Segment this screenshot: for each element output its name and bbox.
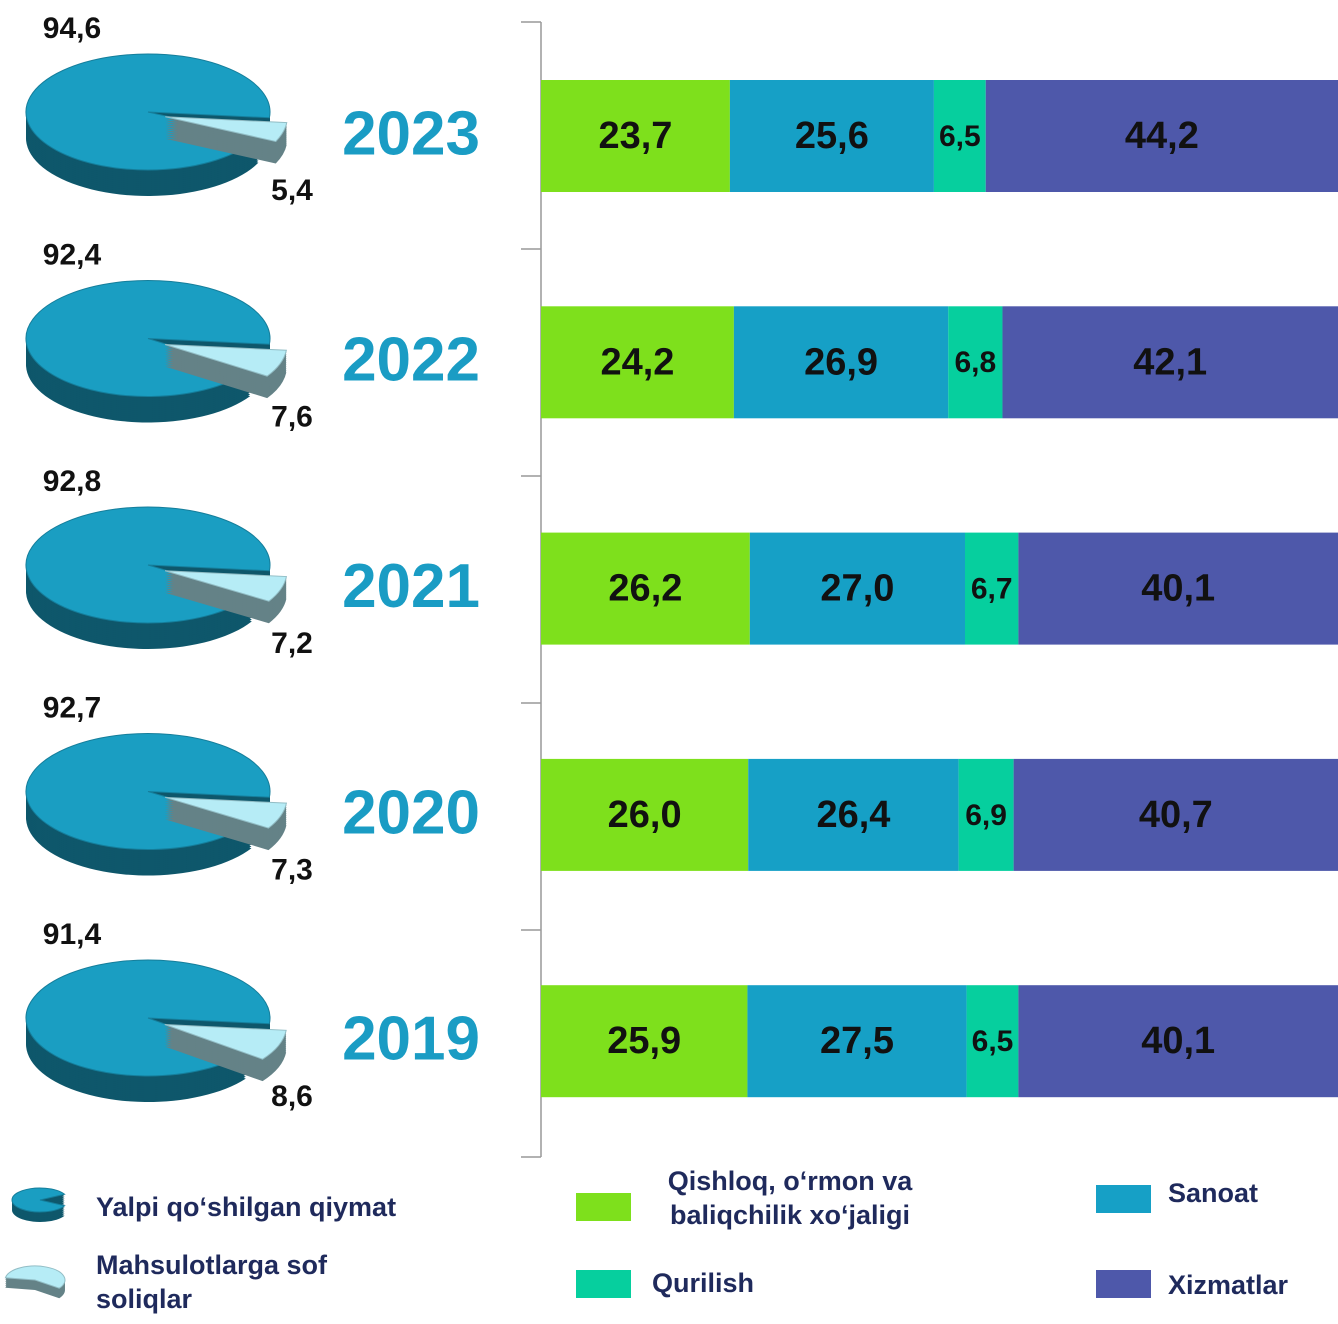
value-label: 6,9: [965, 799, 1007, 832]
year-label: 2020: [342, 778, 480, 847]
pie-slice: [164, 1024, 287, 1060]
bar-segment: [985, 80, 1338, 192]
value-label: 25,9: [607, 1020, 681, 1062]
bar-segment: [749, 532, 966, 645]
value-label: 6,7: [971, 573, 1013, 606]
legend-swatch: [1096, 1185, 1151, 1213]
pie-slice: [164, 343, 287, 377]
pie-slice: [164, 570, 288, 602]
bar-segment: [948, 306, 1003, 419]
value-label: 40,1: [1141, 568, 1215, 610]
pie-slice: [11, 1187, 66, 1213]
pie-value-label: 7,3: [271, 853, 313, 886]
value-label: 27,5: [820, 1020, 894, 1062]
year-label: 2019: [342, 1005, 480, 1074]
legend-label: Sanoat: [1168, 1178, 1259, 1208]
bar-segment: [541, 80, 730, 192]
value-label: 6,5: [972, 1025, 1014, 1058]
value-label: 26,2: [608, 568, 682, 610]
value-label: 44,2: [1125, 115, 1199, 157]
pie-value-label: 7,6: [271, 400, 313, 433]
bar-segment: [541, 532, 750, 645]
legend-swatch: [576, 1270, 631, 1298]
pie-value-label: 94,6: [43, 12, 101, 45]
bar-segment: [541, 758, 749, 871]
pie-value-label: 8,6: [271, 1080, 313, 1113]
value-label: 23,7: [598, 115, 672, 157]
value-label: 6,8: [955, 346, 997, 379]
value-label: 27,0: [820, 568, 894, 610]
bar-segment: [1018, 532, 1338, 645]
bar-segment: [1013, 758, 1338, 871]
pie-value-label: 7,2: [271, 627, 313, 660]
bar-segment: [933, 80, 986, 192]
pie-value-label: 92,7: [43, 691, 101, 724]
bar-segment: [541, 985, 748, 1098]
bar-segment: [1002, 306, 1338, 419]
pie-value-label: 5,4: [271, 174, 313, 207]
year-label: 2021: [342, 552, 480, 621]
bar-segment: [965, 532, 1019, 645]
legend-label: Qurilish: [652, 1268, 755, 1298]
legend-label: Yalpi qo‘shilgan qiymat: [96, 1192, 397, 1222]
legend-swatch: [576, 1193, 631, 1221]
value-label: 42,1: [1133, 341, 1207, 383]
legend-label: Qishloq, o‘rmon va baliqchilik xo‘jaligi: [667, 1166, 913, 1230]
value-label: 40,1: [1141, 1020, 1215, 1062]
value-label: 6,5: [939, 120, 981, 153]
bar-segment: [1018, 985, 1338, 1098]
legend-label: Mahsulotlarga sof soliqlar: [96, 1250, 328, 1314]
value-label: 26,0: [608, 794, 682, 836]
value-label: 25,6: [795, 115, 869, 157]
bar-segment: [958, 758, 1014, 871]
year-label: 2022: [342, 326, 480, 395]
bar-segment: [729, 80, 934, 192]
pie-slice: [4, 1265, 66, 1289]
pie-value-label: 91,4: [43, 918, 102, 951]
pie-value-label: 92,8: [43, 465, 101, 498]
legend-swatch: [1096, 1270, 1151, 1298]
bar-segment: [541, 306, 734, 419]
bar-segment: [747, 985, 967, 1098]
value-label: 40,7: [1139, 794, 1213, 836]
pie-slice: [164, 796, 288, 829]
pie-slice: [165, 116, 288, 143]
bar-segment: [748, 758, 959, 871]
bar-segment: [966, 985, 1019, 1098]
value-label: 24,2: [600, 341, 674, 383]
year-label: 2023: [342, 99, 480, 168]
value-label: 26,4: [816, 794, 890, 836]
bar-segment: [733, 306, 949, 419]
legend-label: Xizmatlar: [1168, 1270, 1289, 1300]
pie-value-label: 92,4: [43, 238, 102, 271]
value-label: 26,9: [804, 341, 878, 383]
